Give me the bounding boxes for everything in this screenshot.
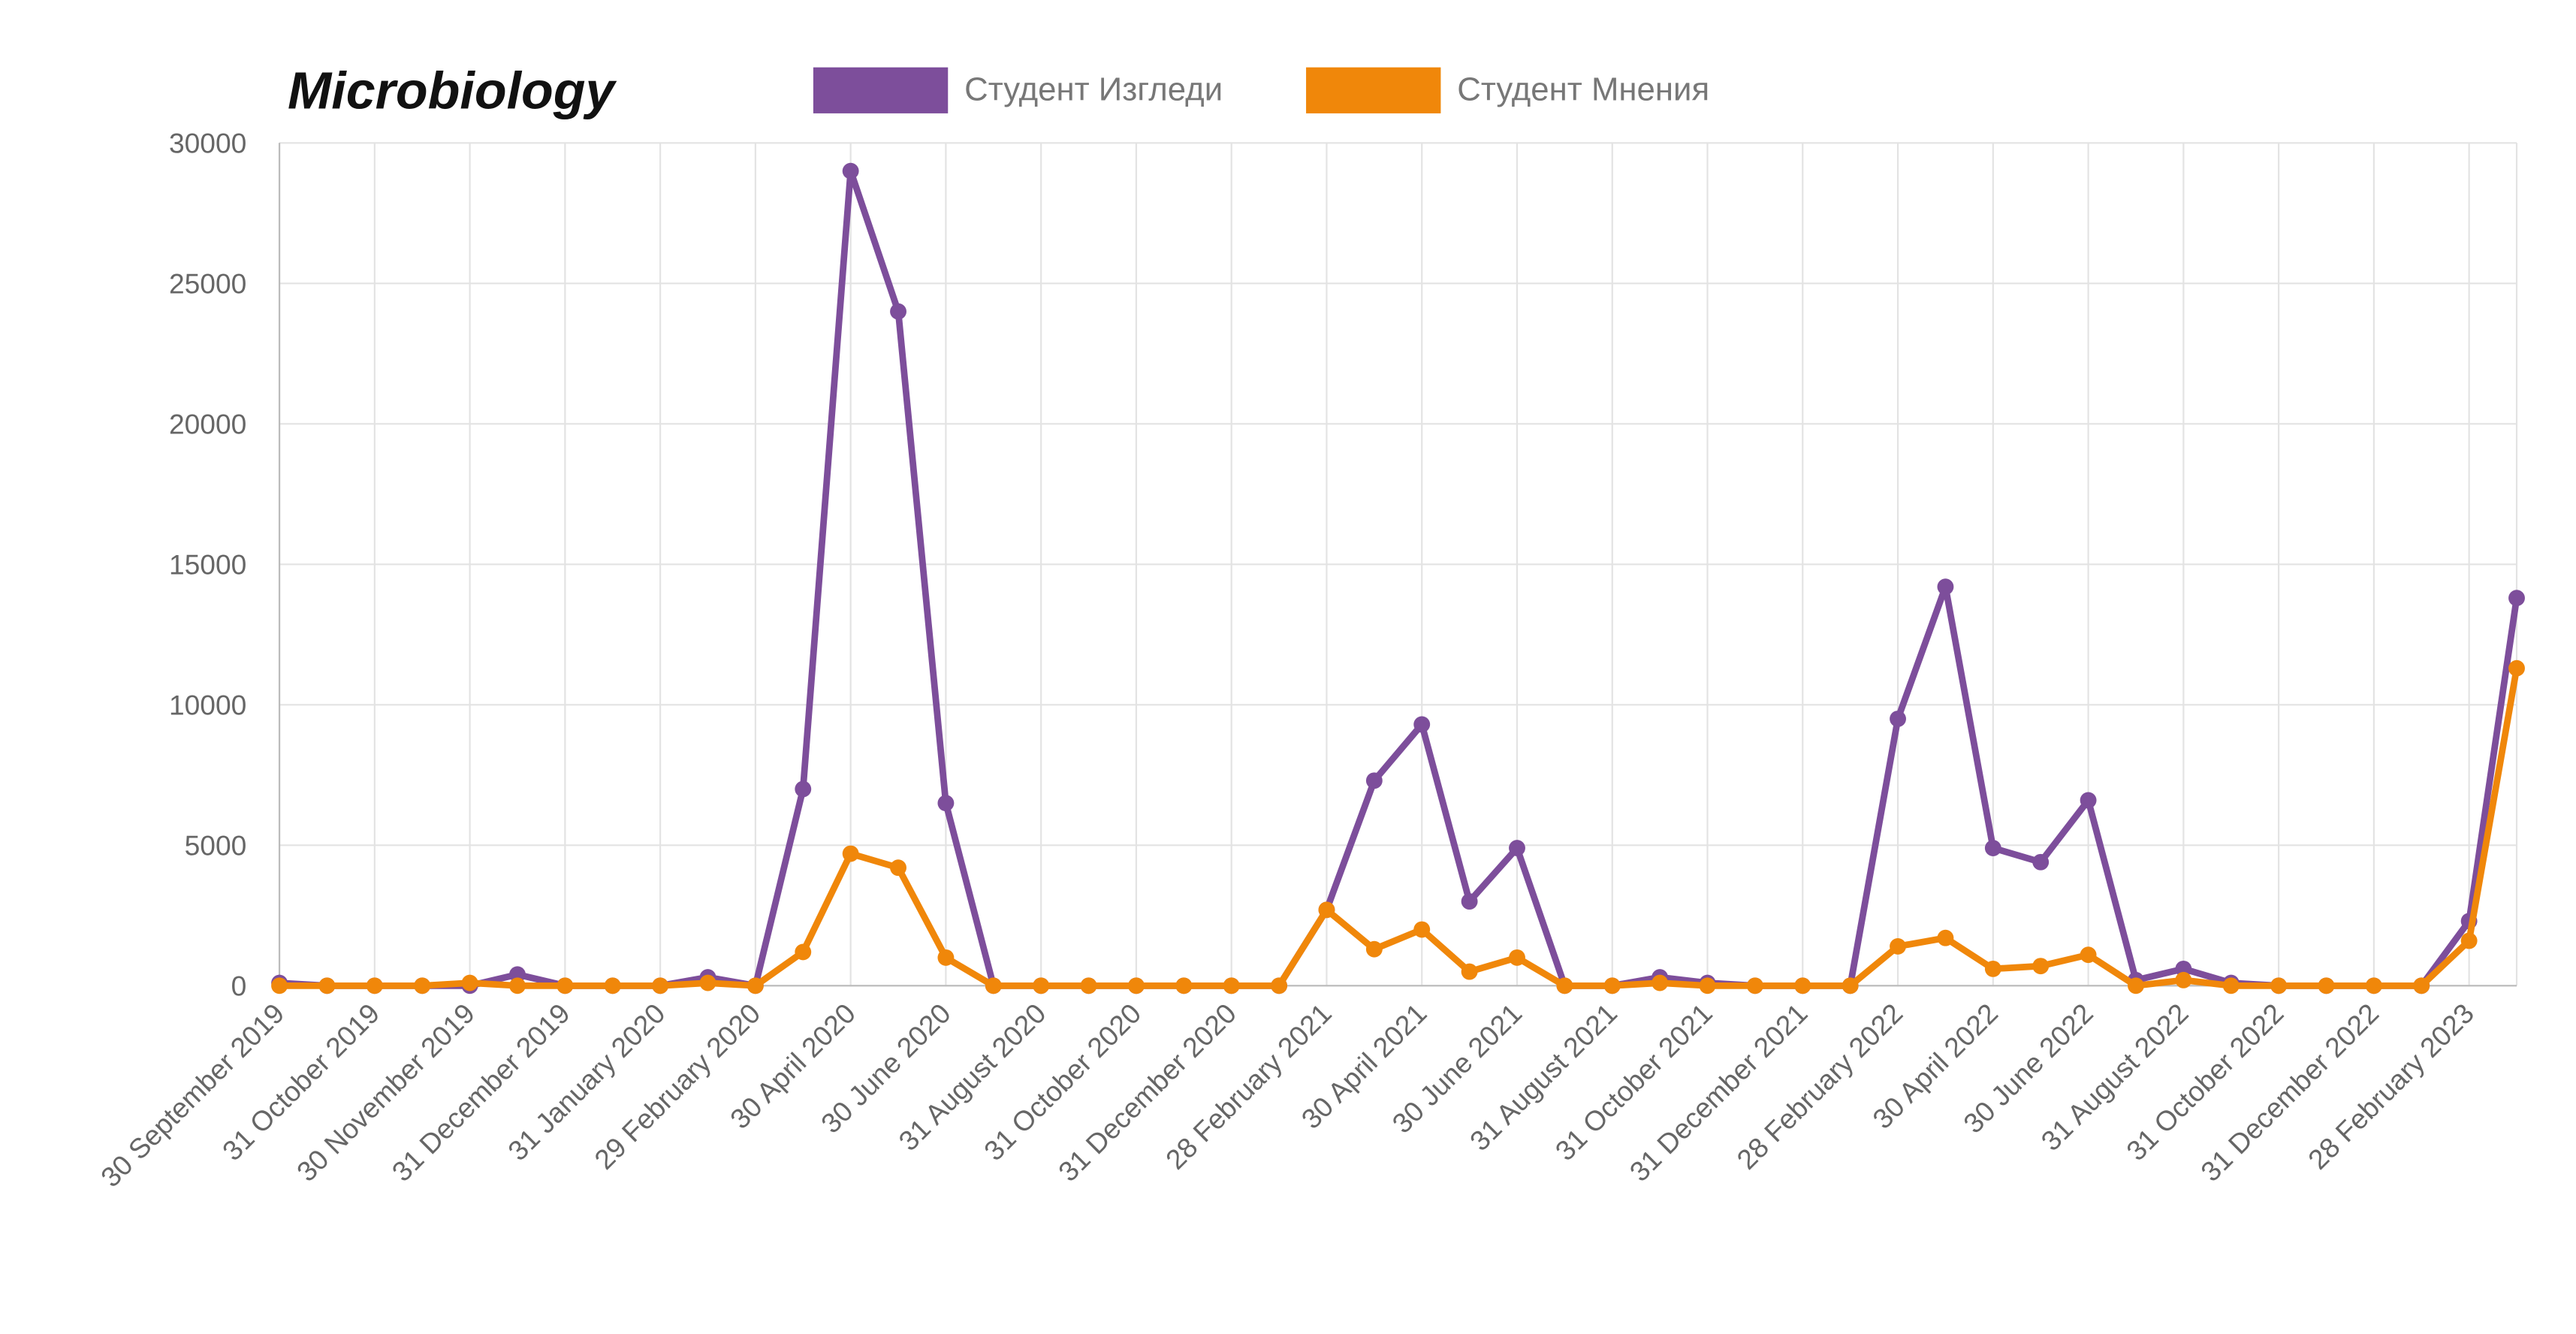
data-point — [1509, 840, 1525, 856]
data-point — [366, 977, 383, 994]
data-point — [318, 977, 336, 994]
data-point — [2365, 977, 2382, 994]
legend-label: Студент Изгледи — [964, 71, 1223, 107]
y-tick-label: 30000 — [169, 127, 246, 158]
data-point — [414, 977, 431, 994]
data-point — [1746, 977, 1763, 994]
data-point — [1699, 977, 1716, 994]
x-tick-label: 28 February 2021 — [1160, 997, 1338, 1176]
data-point — [937, 949, 955, 966]
legend-label: Студент Мнения — [1457, 71, 1709, 107]
y-tick-label: 15000 — [169, 548, 246, 580]
data-point — [604, 977, 621, 994]
legend-swatch — [813, 67, 949, 113]
data-point — [1413, 716, 1431, 733]
chart-title: Microbiology — [288, 61, 617, 119]
y-tick-label: 10000 — [169, 689, 246, 720]
x-tick-label: 28 February 2023 — [2302, 997, 2480, 1176]
data-point — [1651, 974, 1669, 991]
data-point — [1984, 840, 2001, 856]
data-point — [1033, 977, 1050, 994]
data-point — [842, 162, 859, 180]
data-point — [1223, 977, 1240, 994]
x-tick-label: 31 December 2022 — [2194, 997, 2384, 1188]
data-point — [2175, 971, 2192, 988]
x-tick-label: 30 September 2019 — [95, 997, 291, 1194]
y-tick-label: 25000 — [169, 267, 246, 299]
legend-swatch — [1306, 67, 1441, 113]
data-point — [795, 943, 812, 961]
data-point — [1984, 960, 2001, 977]
data-point — [271, 977, 288, 994]
data-point — [2508, 590, 2525, 607]
x-tick-label: 29 February 2020 — [588, 997, 766, 1176]
data-point — [1937, 578, 1954, 596]
x-tick-label: 31 December 2020 — [1052, 997, 1242, 1188]
data-point — [2460, 932, 2478, 949]
data-point — [1890, 711, 1906, 727]
data-point — [937, 795, 955, 812]
data-point — [985, 977, 1002, 994]
data-point — [1461, 963, 1478, 980]
data-point — [842, 845, 859, 862]
data-point — [461, 974, 478, 991]
data-point — [1603, 977, 1621, 994]
y-tick-label: 5000 — [185, 829, 247, 861]
data-point — [1365, 772, 1383, 789]
series-line — [279, 667, 2520, 989]
x-tick-label: 31 December 2021 — [1623, 997, 1813, 1188]
data-point — [2508, 659, 2525, 677]
data-point — [747, 977, 764, 994]
data-point — [1413, 921, 1431, 938]
data-point — [890, 859, 906, 877]
data-point — [699, 974, 716, 991]
data-point — [1318, 901, 1335, 919]
data-point — [2128, 977, 2144, 994]
data-point — [2222, 977, 2240, 994]
data-point — [1128, 977, 1145, 994]
data-point — [652, 977, 669, 994]
data-point — [795, 780, 812, 798]
data-point — [2318, 977, 2335, 994]
data-point — [1365, 940, 1383, 958]
data-point — [1794, 977, 1811, 994]
data-point — [509, 977, 526, 994]
x-tick-label: 30 November 2019 — [291, 997, 481, 1188]
x-tick-label: 28 February 2022 — [1730, 997, 1908, 1176]
data-point — [1509, 949, 1525, 966]
data-point — [1175, 977, 1193, 994]
data-point — [1937, 929, 1954, 946]
x-tick-label: 31 December 2019 — [385, 997, 575, 1188]
data-point — [1842, 977, 1859, 994]
y-tick-label: 20000 — [169, 408, 246, 439]
data-point — [1890, 938, 1906, 955]
data-point — [1556, 977, 1573, 994]
data-point — [2413, 977, 2430, 994]
series-line — [279, 168, 2520, 989]
data-point — [2080, 792, 2097, 809]
data-point — [1080, 977, 1097, 994]
data-point — [1271, 977, 1288, 994]
data-point — [2032, 853, 2050, 871]
data-point — [2080, 946, 2097, 964]
data-point — [2270, 977, 2288, 994]
data-point — [890, 303, 906, 320]
data-point — [2032, 958, 2050, 975]
data-point — [557, 977, 574, 994]
data-point — [2175, 960, 2192, 977]
y-tick-label: 0 — [231, 970, 247, 1001]
data-point — [509, 966, 526, 983]
data-point — [1461, 893, 1478, 910]
